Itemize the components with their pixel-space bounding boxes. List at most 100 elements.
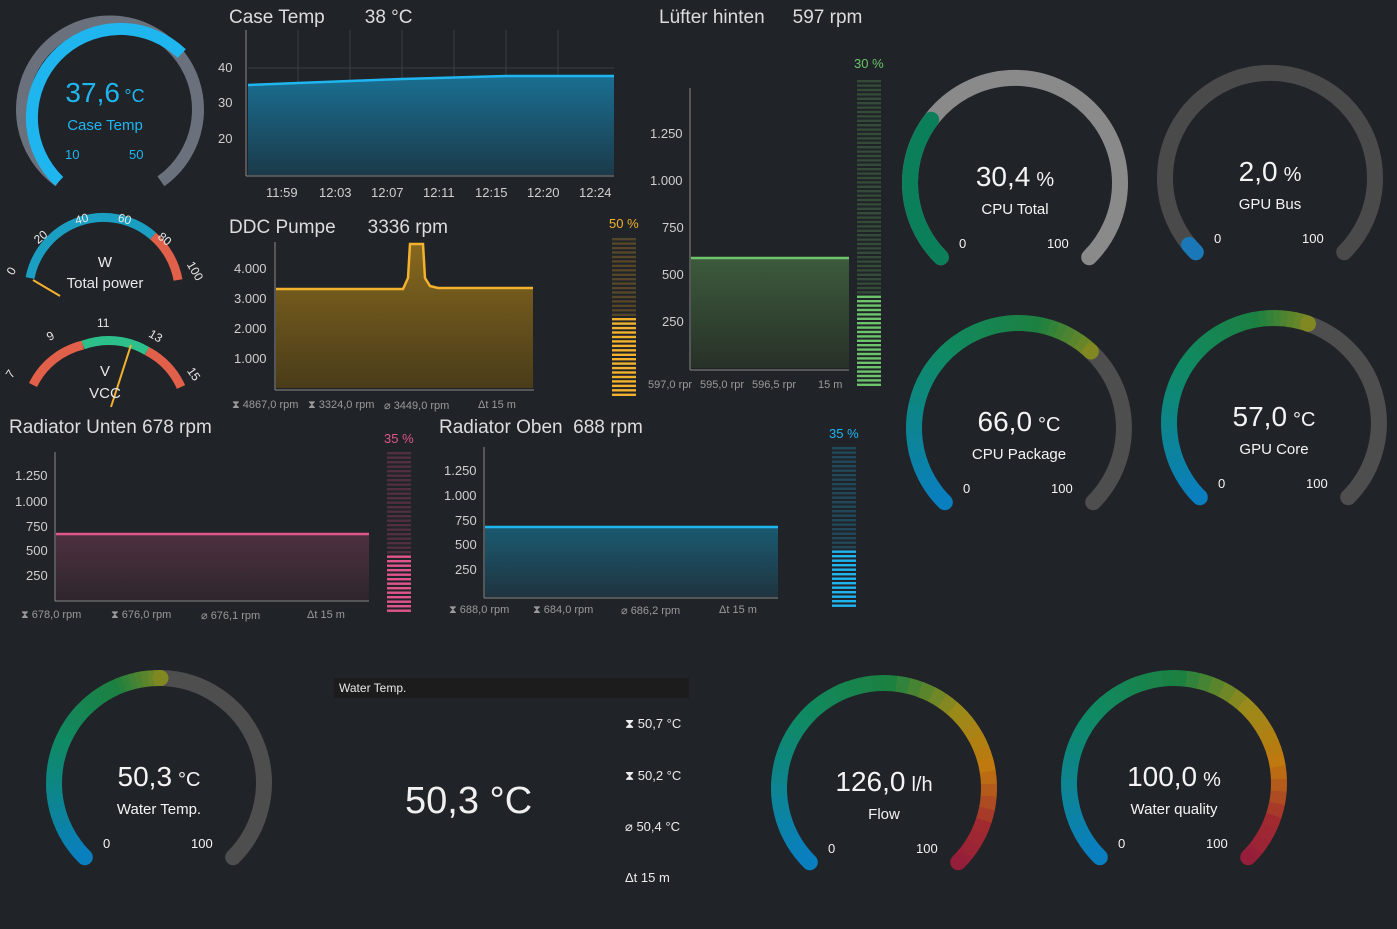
gauge-value-arc (902, 111, 949, 266)
water-quality-gauge-svg (1060, 669, 1287, 866)
ddc-level-segment (612, 362, 636, 365)
lufter-level-segment (857, 176, 881, 180)
water-stat-max-row: ⧗ 50,7 °C (625, 716, 682, 731)
gauge-value-segment (1070, 822, 1092, 843)
rad-unten-level-segment (387, 488, 411, 491)
rad-oben-level-segment (832, 568, 856, 571)
flow-gauge: 126,0 l/h Flow 0 100 (764, 670, 1004, 910)
gauge-value-segment (973, 320, 989, 340)
rad-oben-level-segment (832, 604, 856, 607)
ddc-footer-avg: 3449,0 rpm (393, 400, 450, 412)
ddc-ytick-2: 2.000 (234, 321, 267, 336)
water-quality-max: 100 (1206, 836, 1228, 851)
gauge-value-segment (1222, 318, 1237, 337)
water-panel-header-text: Water Temp. (339, 681, 407, 695)
gauge-value-segment (1207, 676, 1227, 698)
rad-oben-percent: 35 % (829, 426, 859, 441)
rad-unten-footer-span: 15 m (320, 609, 345, 621)
ddc-level-segment (612, 282, 636, 285)
lufter-level-segment (857, 84, 881, 87)
ddc-level-segment (612, 326, 636, 330)
rad-oben-level-segment (832, 483, 856, 486)
gauge-value-segment (973, 744, 994, 763)
case-chart-xtick-2: 12:07 (371, 185, 404, 200)
lufter-chart: 1.250 1.000 750 500 250 597,0 rpr 595,0 … (648, 80, 888, 400)
ddc-level-segment (612, 340, 636, 343)
lufter-level-segment (857, 110, 881, 114)
cpu-total-unit: % (1036, 169, 1055, 191)
gauge-value-segment (1069, 726, 1090, 746)
gpu-core-gauge: 57,0 °C GPU Core 0 100 (1154, 305, 1394, 545)
rad-unten-level-segment (387, 591, 411, 594)
gauge-value-segment (1186, 344, 1205, 362)
gauge-cap-end (152, 670, 169, 686)
rad-unten-level-segment (387, 497, 411, 500)
gauge-value-segment (908, 393, 927, 407)
rad-unten-footer-avg-wrap: ⌀ 676,1 rpm (201, 610, 261, 622)
case-gauge-unit: °C (124, 86, 145, 106)
lufter-level-segment (857, 348, 881, 351)
flow-unit: l/h (911, 774, 933, 796)
gauge-value-segment (1171, 464, 1190, 479)
lufter-level-segment (857, 317, 881, 320)
gauge-cap-start (1091, 849, 1108, 866)
gauge-value-segment (91, 687, 107, 706)
rad-oben-level-segment (832, 514, 856, 517)
rad-unten-level-segment (387, 510, 411, 513)
lufter-ytick-2: 750 (662, 220, 684, 235)
gauge-value-segment (1100, 688, 1122, 710)
case-temp-chart-title: Case Temp 38 °C (229, 7, 413, 29)
case-chart-xtick-5: 12:20 (527, 185, 560, 200)
case-chart-line (247, 74, 614, 87)
case-gauge-min: 10 (65, 147, 80, 162)
rad-unten-level-segment (387, 528, 411, 531)
ddc-level-segment (612, 344, 636, 348)
vcc-gauge: 7 9 11 13 15 V VCC (3, 315, 205, 410)
gauge-value-segment (1227, 689, 1249, 710)
lufter-level-segment (857, 216, 881, 219)
gauge-value-segment (81, 695, 98, 713)
gauge-value-segment (1170, 368, 1189, 384)
gauge-value-segment (906, 678, 925, 698)
gauge-value-segment (785, 720, 807, 741)
rad-unten-level-segment (387, 600, 411, 603)
gauge-value-segment (1279, 310, 1290, 327)
lufter-level-segment (857, 256, 881, 259)
rad-unten-level-segment (387, 609, 411, 612)
water-quality-min: 0 (1118, 836, 1126, 851)
lufter-level-segment (857, 93, 881, 96)
gauge-value-segment (1243, 312, 1256, 330)
lufter-level-segment (857, 242, 881, 246)
ddc-footer-min: 3324,0 rpm (318, 399, 375, 411)
lufter-level-segment (857, 335, 881, 338)
gauge-value-segment (895, 675, 912, 694)
lufter-level-segment (857, 379, 881, 382)
ddc-level-segment (612, 331, 636, 334)
lufter-level-segment (857, 313, 881, 316)
lufter-area (691, 258, 849, 368)
rad-unten-ytick-1: 1.000 (15, 494, 48, 509)
gauge-value-segment (1185, 670, 1202, 689)
gauge-value-segment (917, 471, 937, 488)
rad-oben-level-segment (832, 600, 856, 603)
gauge-value-segment (911, 384, 930, 400)
case-gauge-value-arc (25, 22, 186, 186)
lufter-level-segment (857, 146, 881, 149)
gauge-value-segment (72, 704, 90, 721)
gauge-value-segment (1077, 832, 1098, 853)
lufter-title: Lüfter hinten 597 rpm (659, 7, 862, 29)
case-gauge-label: Case Temp (67, 117, 143, 134)
gauge-value-segment (981, 318, 996, 337)
rad-oben-ytick-1: 1.000 (444, 488, 477, 503)
gauge-value-segment (61, 832, 80, 848)
ddc-level-segment (612, 380, 636, 383)
rad-oben-level-segment (832, 528, 856, 531)
cpu-total-value: 30,4 (975, 161, 1031, 192)
case-gauge-readout: 37,6 °C (5, 77, 205, 109)
ddc-level-segment (612, 366, 636, 370)
case-chart-xtick-1: 12:03 (319, 185, 352, 200)
lufter-level-segment (857, 168, 881, 171)
gauge-value-segment (926, 484, 946, 502)
lufter-level-segment (857, 207, 881, 210)
gauge-value-segment (810, 693, 832, 715)
